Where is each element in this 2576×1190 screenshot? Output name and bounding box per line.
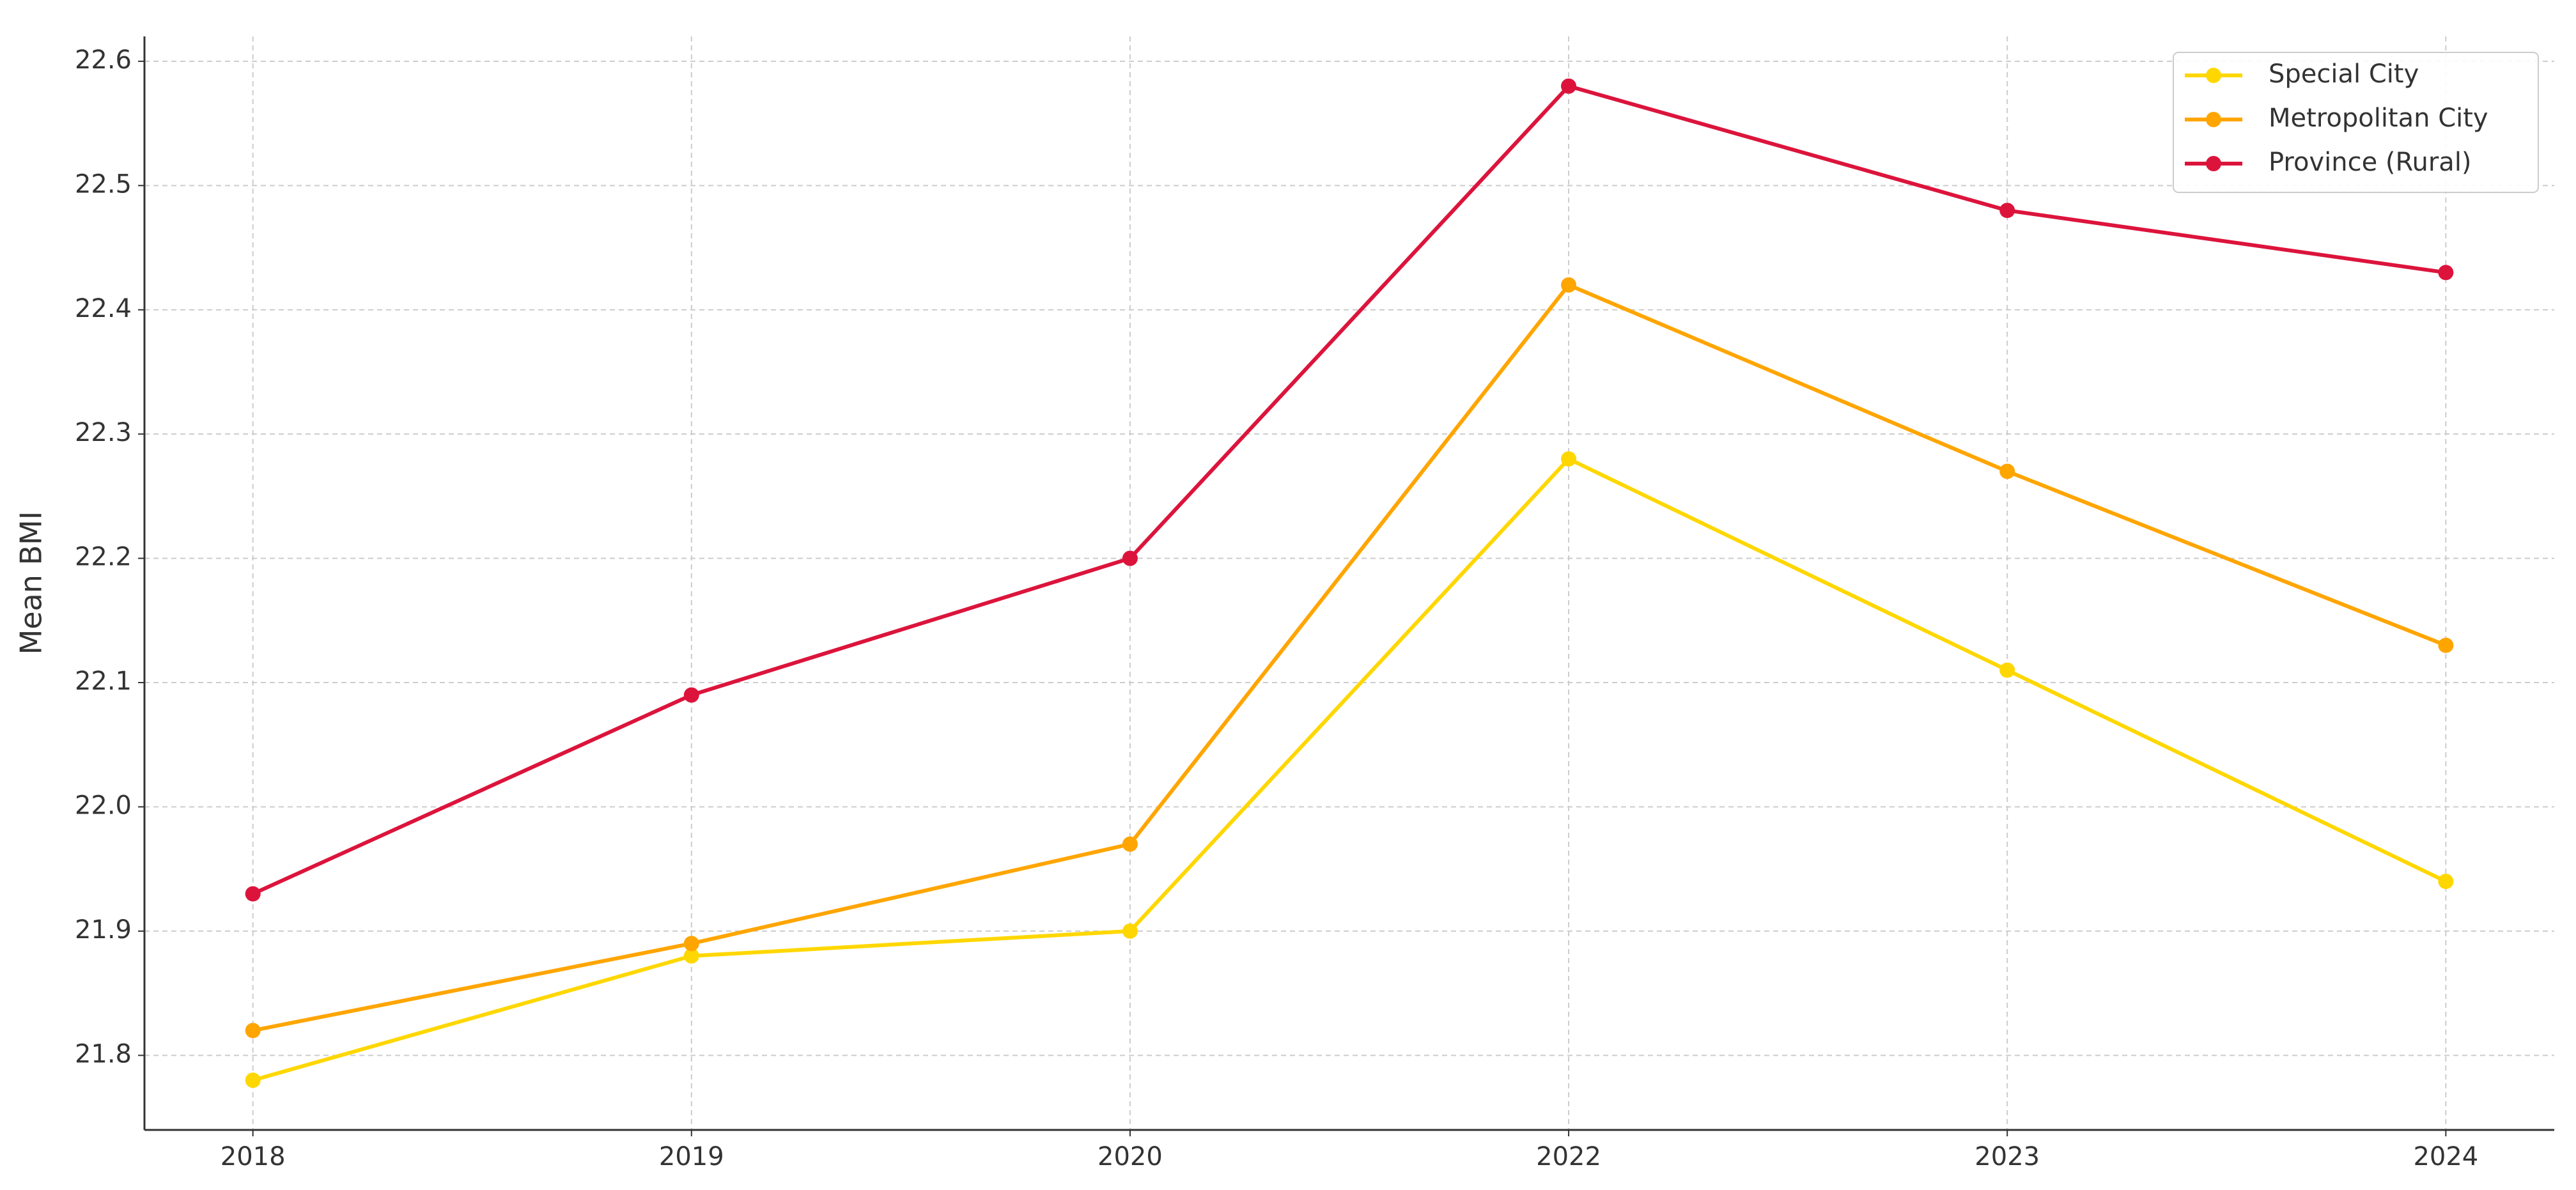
legend-box bbox=[2173, 52, 2539, 193]
y-tick-label: 22.4 bbox=[75, 294, 132, 323]
point bbox=[245, 886, 261, 902]
y-tick-label: 22.1 bbox=[75, 667, 132, 696]
series-line bbox=[252, 282, 2447, 1033]
y-axis-label: Mean BMI bbox=[14, 511, 49, 655]
legend-marker bbox=[2206, 156, 2221, 171]
point bbox=[2438, 874, 2454, 890]
x-tick-label: 2020 bbox=[1098, 1142, 1163, 1171]
y-tick-label: 21.8 bbox=[75, 1039, 132, 1069]
legend-label: Province (Rural) bbox=[2269, 148, 2472, 177]
point bbox=[1122, 923, 1138, 939]
x-tick-label: 2023 bbox=[1975, 1142, 2040, 1171]
legend-label: Special City bbox=[2269, 59, 2419, 89]
point bbox=[245, 1023, 261, 1039]
point bbox=[245, 1072, 261, 1088]
y-tick-label: 21.9 bbox=[75, 915, 132, 945]
point bbox=[683, 687, 699, 703]
y-tick-label: 22.5 bbox=[75, 169, 132, 199]
x-tick-label: 2022 bbox=[1536, 1142, 1601, 1171]
series-line bbox=[252, 84, 2446, 896]
y-tick-label: 22.3 bbox=[75, 418, 132, 447]
point bbox=[2438, 637, 2454, 653]
point bbox=[2438, 265, 2454, 281]
series-line bbox=[252, 457, 2447, 1083]
point bbox=[1561, 78, 1577, 94]
x-tick-label: 2019 bbox=[659, 1142, 724, 1171]
point bbox=[1999, 203, 2015, 219]
y-tick-label: 22.0 bbox=[75, 791, 132, 820]
legend-marker bbox=[2206, 68, 2221, 83]
x-tick-label: 2024 bbox=[2413, 1142, 2478, 1171]
point bbox=[1122, 836, 1138, 852]
point bbox=[1999, 463, 2015, 479]
point bbox=[1122, 550, 1138, 566]
point bbox=[1561, 277, 1577, 293]
y-tick-label: 22.2 bbox=[75, 543, 132, 572]
legend-marker bbox=[2206, 112, 2221, 127]
point bbox=[683, 936, 699, 952]
point bbox=[1999, 662, 2015, 678]
x-tick-label: 2018 bbox=[221, 1142, 286, 1171]
point bbox=[1561, 451, 1577, 467]
point bbox=[683, 948, 699, 964]
y-tick-label: 22.6 bbox=[75, 45, 132, 75]
legend-label: Metropolitan City bbox=[2269, 104, 2488, 133]
